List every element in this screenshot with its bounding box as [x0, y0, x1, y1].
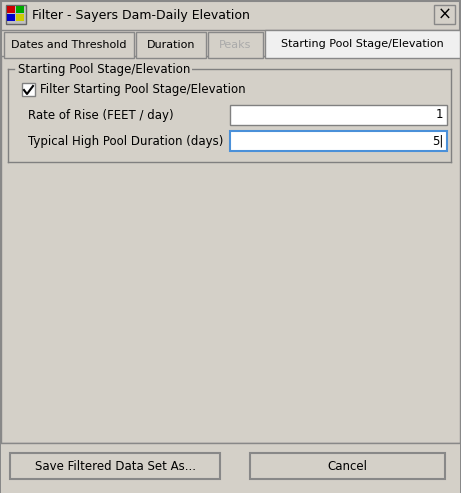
Text: Typical High Pool Duration (days): Typical High Pool Duration (days) [28, 135, 224, 147]
Bar [22, 83, 35, 96]
Text: ×: × [437, 5, 451, 24]
Bar [1, 443, 460, 493]
Text: Cancel: Cancel [327, 459, 367, 472]
Bar [434, 5, 455, 24]
Bar [4, 32, 134, 58]
Text: Starting Pool Stage/Elevation: Starting Pool Stage/Elevation [281, 39, 444, 49]
Text: Starting Pool Stage/Elevation: Starting Pool Stage/Elevation [18, 63, 190, 75]
Bar [10, 453, 220, 479]
Text: 5|: 5| [431, 135, 443, 147]
Text: Rate of Rise (FEET / day): Rate of Rise (FEET / day) [28, 108, 174, 121]
Bar [265, 30, 460, 58]
Bar [230, 131, 447, 151]
Text: Dates and Threshold: Dates and Threshold [11, 40, 127, 50]
Text: Save Filtered Data Set As...: Save Filtered Data Set As... [35, 459, 195, 472]
Text: Duration: Duration [147, 40, 195, 50]
Text: Peaks: Peaks [219, 40, 252, 50]
Bar [6, 5, 26, 24]
Bar [250, 453, 445, 479]
Bar [16, 6, 24, 13]
Bar [230, 105, 447, 125]
Text: Filter Starting Pool Stage/Elevation: Filter Starting Pool Stage/Elevation [40, 83, 246, 96]
Bar [208, 32, 263, 58]
Text: Filter - Sayers Dam-Daily Elevation: Filter - Sayers Dam-Daily Elevation [32, 9, 250, 23]
Bar [136, 32, 206, 58]
Text: 1: 1 [436, 108, 443, 121]
Bar [7, 14, 15, 21]
Bar [1, 56, 460, 443]
Bar [7, 6, 15, 13]
Bar [16, 14, 24, 21]
